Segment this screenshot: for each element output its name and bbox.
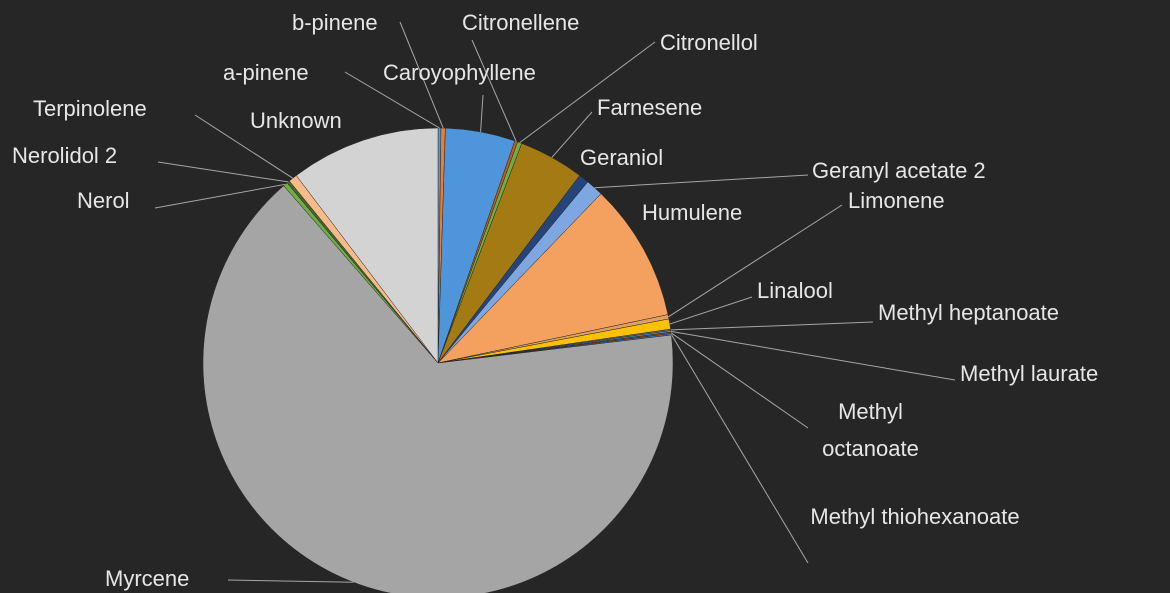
- leader-line: [519, 41, 656, 144]
- data-label: Myrcene: [105, 566, 190, 591]
- leader-line: [670, 334, 809, 564]
- data-label: a-pinene: [223, 60, 309, 85]
- data-label: Nerolidol 2: [12, 143, 118, 168]
- leader-line: [471, 39, 517, 142]
- data-label: Methyl octanoate: [822, 399, 919, 461]
- leader-line: [154, 183, 286, 209]
- leader-line: [480, 94, 484, 132]
- data-label: Methyl laurate: [960, 361, 1099, 386]
- leader-line: [668, 204, 843, 318]
- leader-line: [594, 174, 809, 189]
- data-label: Methyl thiohexanoate: [810, 504, 1020, 529]
- data-label: Linalool: [757, 278, 833, 303]
- leader-line: [344, 71, 440, 129]
- data-label: Geranyl acetate 2: [812, 158, 986, 183]
- pie-slice: [437, 193, 669, 364]
- leader-line: [670, 321, 874, 331]
- data-label: Humulene: [642, 200, 743, 225]
- data-label: Terpinolene: [33, 96, 147, 121]
- pie-slice: [295, 127, 439, 364]
- leader-line: [551, 111, 593, 158]
- data-label: Nerol: [77, 188, 130, 213]
- data-label: Limonene: [848, 188, 945, 213]
- data-label: Citronellol: [660, 30, 758, 55]
- data-label: Unknown: [250, 108, 342, 133]
- leader-line: [194, 114, 294, 179]
- leader-line: [157, 161, 289, 183]
- leader-line: [670, 332, 809, 429]
- data-label: Citronellene: [462, 10, 580, 35]
- leader-line: [399, 21, 444, 129]
- leader-line: [227, 579, 354, 583]
- leader-line: [669, 296, 753, 325]
- data-label: Farnesene: [597, 95, 703, 120]
- data-label: Caroyophyllene: [383, 60, 536, 85]
- data-label: Methyl heptanoate: [878, 300, 1060, 325]
- data-label: b-pinene: [292, 10, 378, 35]
- leader-line: [670, 330, 956, 381]
- data-label: Geraniol: [580, 145, 664, 170]
